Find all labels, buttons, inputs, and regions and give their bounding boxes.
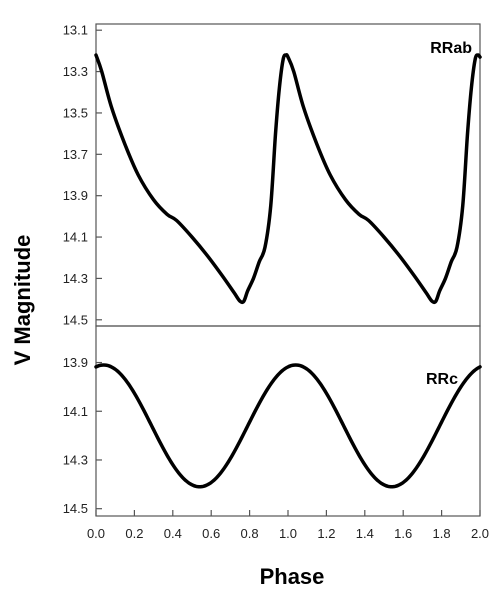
x-tick-label: 0.6: [202, 526, 220, 541]
rrab-y-tick-label: 14.3: [63, 271, 88, 286]
rrab-light-curve: [94, 53, 482, 305]
x-tick-label: 0.4: [164, 526, 182, 541]
rrc-plot-frame: [95, 325, 481, 517]
rrc-y-tick-label: 14.5: [63, 501, 88, 516]
rrc-panel: 13.9 14.1 14.3 14.5 RRc: [63, 325, 482, 517]
rrc-panel-label: RRc: [426, 371, 458, 388]
rrc-light-curve: [94, 363, 482, 489]
rrab-y-axis: 13.1 13.3 13.5 13.7 13.9 14.1 14.3 14.5: [63, 23, 102, 327]
x-tick-label: 2.0: [471, 526, 489, 541]
rrc-y-axis: 13.9 14.1 14.3 14.5: [63, 355, 102, 516]
x-tick-label: 1.4: [356, 526, 374, 541]
x-tick-label: 1.2: [317, 526, 335, 541]
rrab-y-tick-label: 14.1: [63, 230, 88, 245]
rrab-y-tick-label: 14.5: [63, 312, 88, 327]
x-axis: 0.0 0.2 0.4 0.6 0.8 1.0 1.2 1.4 1.6 1.8 2.0: [87, 510, 489, 541]
x-tick-label: 1.6: [394, 526, 412, 541]
rrab-y-tick-label: 13.7: [63, 147, 88, 162]
x-tick-label: 0.2: [125, 526, 143, 541]
x-tick-label: 0.0: [87, 526, 105, 541]
rrab-y-tick-label: 13.1: [63, 23, 88, 38]
x-axis-title: Phase: [260, 564, 325, 589]
rrab-y-tick-label: 13.9: [63, 188, 88, 203]
rrab-y-tick-label: 13.3: [63, 64, 88, 79]
rrc-y-tick-label: 14.1: [63, 404, 88, 419]
rrab-panel-label: RRab: [430, 40, 472, 57]
rrc-y-tick-label: 14.3: [63, 452, 88, 467]
rrab-plot-frame: [95, 23, 481, 327]
y-axis-title: V Magnitude: [10, 235, 35, 366]
rrab-y-tick-label: 13.5: [63, 105, 88, 120]
rrc-y-tick-label: 13.9: [63, 355, 88, 370]
x-tick-label: 1.8: [433, 526, 451, 541]
rrab-panel: 13.1 13.3 13.5 13.7 13.9 14.1 14.3 14.5 RRab: [63, 23, 482, 327]
x-tick-label: 1.0: [279, 526, 297, 541]
x-tick-label: 0.8: [241, 526, 259, 541]
